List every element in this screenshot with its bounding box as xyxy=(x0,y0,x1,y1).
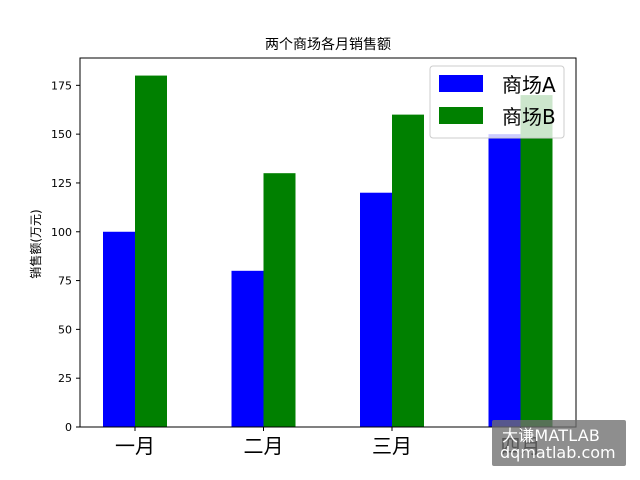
y-tick-label: 50 xyxy=(58,323,72,336)
y-tick-label: 25 xyxy=(58,372,72,385)
bar-商场B-一月 xyxy=(135,75,167,428)
y-axis-label: 销售额(万元) xyxy=(28,209,43,278)
x-tick-label: 二月 xyxy=(244,434,284,458)
plot-frame xyxy=(79,57,577,428)
y-tick-label: 0 xyxy=(65,421,72,434)
y-tick-label: 100 xyxy=(51,226,72,239)
y-tick-label: 125 xyxy=(51,177,72,190)
bar-商场A-二月 xyxy=(231,270,264,427)
bar-商场B-三月 xyxy=(392,114,424,427)
bar-商场A-四月 xyxy=(488,134,521,427)
legend-swatch xyxy=(439,75,483,92)
chart-title: 两个商场各月销售额 xyxy=(265,37,391,53)
x-tick-label: 三月 xyxy=(372,434,412,458)
watermark-line1: 大谦MATLAB xyxy=(502,426,601,445)
watermark: 大谦MATLAB dqmatlab.com xyxy=(492,420,626,466)
bar-商场A-一月 xyxy=(103,231,135,427)
bar-商场B-四月 xyxy=(520,95,553,427)
y-tick-label: 150 xyxy=(51,128,72,141)
bar-商场A-三月 xyxy=(360,192,392,427)
legend-label: 商场B xyxy=(502,105,556,129)
legend: 商场A 商场B xyxy=(429,65,565,139)
y-tick-label: 75 xyxy=(58,275,72,288)
x-tick-label: 一月 xyxy=(115,434,155,458)
legend-swatch xyxy=(439,107,483,124)
y-tick-label: 175 xyxy=(51,79,72,92)
legend-label: 商场A xyxy=(502,73,556,97)
watermark-line2: dqmatlab.com xyxy=(500,443,616,462)
bars-layer xyxy=(103,75,553,428)
bar-商场B-二月 xyxy=(263,173,296,427)
